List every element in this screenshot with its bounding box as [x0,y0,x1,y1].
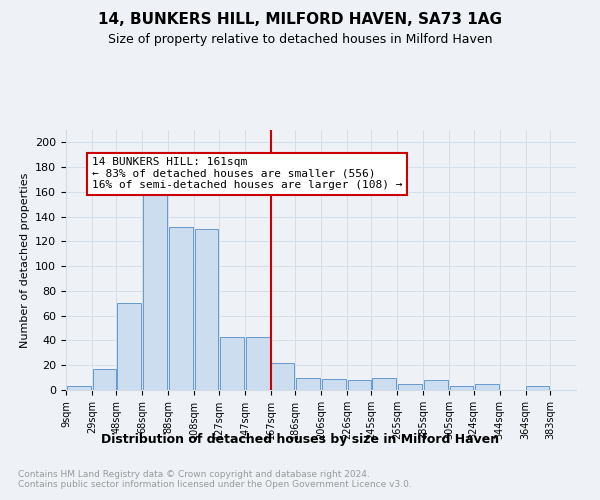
Bar [450,386,473,390]
Text: 14 BUNKERS HILL: 161sqm
← 83% of detached houses are smaller (556)
16% of semi-d: 14 BUNKERS HILL: 161sqm ← 83% of detache… [92,157,403,190]
Text: Contains HM Land Registry data © Crown copyright and database right 2024.
Contai: Contains HM Land Registry data © Crown c… [18,470,412,490]
Text: 14, BUNKERS HILL, MILFORD HAVEN, SA73 1AG: 14, BUNKERS HILL, MILFORD HAVEN, SA73 1A… [98,12,502,28]
Bar [67,386,91,390]
Bar [373,378,397,390]
Bar [348,380,371,390]
Y-axis label: Number of detached properties: Number of detached properties [20,172,29,348]
Bar [143,192,167,390]
Bar [169,226,193,390]
Bar [220,337,244,390]
Bar [93,369,116,390]
Bar [118,304,142,390]
Text: Size of property relative to detached houses in Milford Haven: Size of property relative to detached ho… [108,32,492,46]
Bar [398,384,422,390]
Bar [526,386,549,390]
Bar [296,378,320,390]
Bar [271,363,294,390]
Text: Distribution of detached houses by size in Milford Haven: Distribution of detached houses by size … [101,432,499,446]
Bar [195,229,218,390]
Bar [475,384,499,390]
Bar [322,379,346,390]
Bar [424,380,448,390]
Bar [245,337,269,390]
